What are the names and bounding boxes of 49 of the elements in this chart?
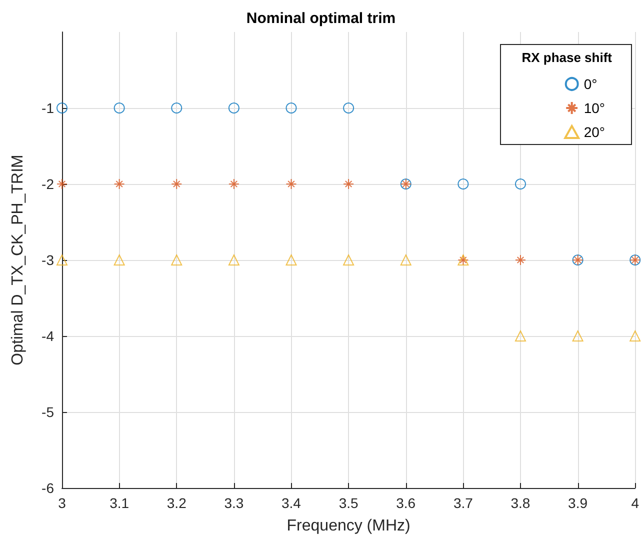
x-tick-label: 3.8 bbox=[510, 495, 530, 511]
point bbox=[400, 254, 412, 266]
point bbox=[171, 102, 182, 114]
point bbox=[630, 330, 641, 342]
legend-title: RX phase shift bbox=[522, 50, 613, 65]
x-axis-title: Frequency (MHz) bbox=[286, 518, 410, 534]
point bbox=[286, 102, 297, 114]
point bbox=[114, 102, 125, 114]
point bbox=[343, 102, 354, 114]
x-tick-label: 3.2 bbox=[166, 495, 187, 511]
x-tick-label: 3.7 bbox=[453, 495, 474, 511]
legend-label: 10° bbox=[584, 100, 605, 116]
x-tick-label: 3.5 bbox=[338, 495, 358, 511]
y-tick-label: -5 bbox=[42, 404, 54, 420]
point bbox=[171, 178, 182, 190]
point bbox=[114, 254, 125, 266]
point bbox=[458, 178, 469, 190]
x-tick-label: 4 bbox=[631, 495, 640, 511]
point bbox=[228, 254, 240, 266]
point bbox=[56, 254, 68, 266]
point bbox=[56, 178, 68, 190]
point bbox=[343, 178, 354, 190]
y-tick-label: -1 bbox=[42, 100, 54, 116]
point bbox=[343, 254, 354, 266]
x-tick-label: 3.4 bbox=[282, 495, 302, 511]
chart-title: Nominal optimal trim bbox=[246, 10, 396, 27]
legend-label: 20° bbox=[584, 124, 605, 140]
legend-label: 0° bbox=[584, 76, 598, 92]
point bbox=[228, 178, 240, 190]
x-tick-label: 3 bbox=[58, 495, 66, 511]
y-tick-label: -4 bbox=[42, 328, 54, 344]
x-tick-label: 3.1 bbox=[110, 495, 130, 511]
point bbox=[514, 330, 526, 342]
point bbox=[228, 102, 240, 114]
y-tick-label: -2 bbox=[42, 176, 54, 192]
point bbox=[514, 254, 526, 266]
y-axis-title: Optimal D_TX_CK_PH_TRIM bbox=[10, 154, 26, 366]
x-tick-label: 3.9 bbox=[568, 495, 588, 511]
point bbox=[572, 330, 584, 342]
point bbox=[286, 178, 297, 190]
point bbox=[514, 178, 526, 190]
point bbox=[56, 102, 68, 114]
x-tick-label: 3.6 bbox=[396, 495, 416, 511]
point bbox=[171, 254, 182, 266]
point bbox=[114, 178, 125, 190]
y-tick-label: -3 bbox=[42, 252, 54, 268]
point bbox=[286, 254, 297, 266]
x-tick-label: 3.3 bbox=[224, 495, 244, 511]
y-tick-label: -6 bbox=[42, 480, 54, 496]
